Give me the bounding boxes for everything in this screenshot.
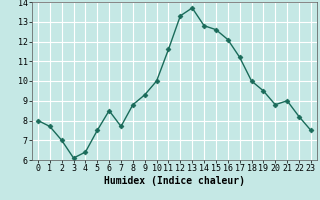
X-axis label: Humidex (Indice chaleur): Humidex (Indice chaleur) xyxy=(104,176,245,186)
